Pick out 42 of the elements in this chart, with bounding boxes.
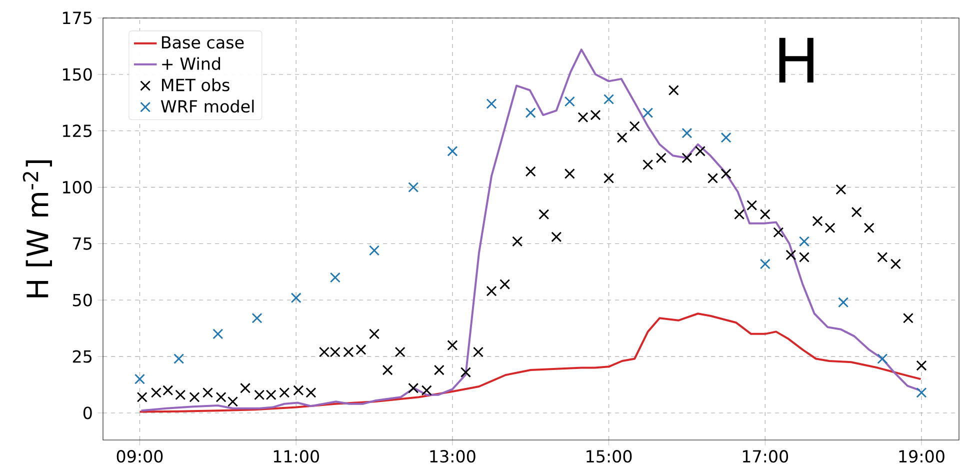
point [760, 258, 770, 270]
y-tick-label: 75 [73, 237, 92, 250]
legend-label: + Wind [162, 57, 220, 70]
legend-label: Base case [162, 36, 244, 49]
x-tick-label: 17:00 [742, 450, 788, 463]
annotation: H [779, 38, 814, 83]
x-tick-label: 13:00 [430, 450, 476, 463]
point [447, 146, 458, 156]
point [369, 245, 380, 256]
point [134, 374, 146, 384]
point [408, 182, 419, 193]
y-tick-label: 25 [72, 350, 92, 363]
point [798, 236, 810, 247]
y-tick-label: 150 [62, 68, 92, 81]
y-tick-label: 0 [83, 406, 92, 420]
x-tick-label: 19:00 [899, 450, 944, 463]
x-tick-label: 11:00 [274, 450, 319, 463]
point [682, 128, 692, 138]
point [252, 312, 262, 324]
x-tick-label: 15:00 [586, 450, 632, 463]
y-tick-label: 125 [62, 124, 92, 138]
y-tick-label: 175 [62, 12, 92, 24]
point [330, 272, 340, 283]
point [642, 108, 654, 118]
y-tick-label: 100 [62, 180, 92, 194]
point [525, 108, 536, 118]
point [838, 297, 849, 308]
point [174, 354, 184, 364]
point [486, 98, 497, 110]
point [564, 96, 575, 107]
point [290, 292, 302, 304]
point [212, 328, 224, 340]
line-series [138, 312, 922, 413]
point [916, 387, 927, 398]
legend-label: MET obs [162, 78, 230, 92]
y-axis-title: H [W m$^{-2}$] [22, 160, 52, 298]
point [604, 94, 614, 104]
point [720, 132, 732, 143]
legend-label: WRF model [160, 100, 254, 113]
y-tick-label: 50 [73, 294, 92, 306]
point [877, 354, 888, 364]
x-tick-label: 09:00 [116, 450, 163, 463]
